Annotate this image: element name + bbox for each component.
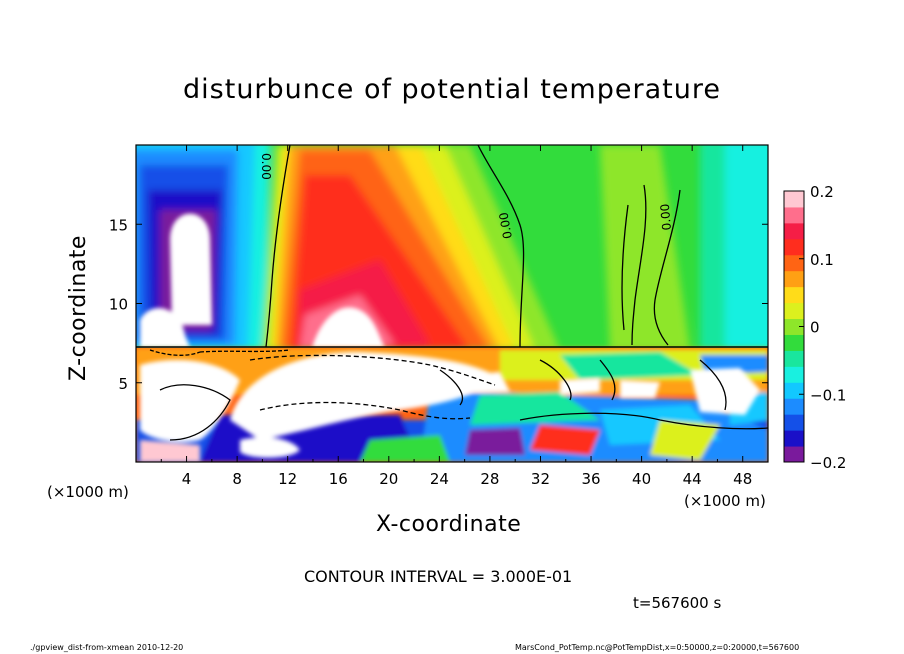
colorbar-swatch bbox=[784, 366, 804, 383]
contour-line bbox=[439, 369, 464, 406]
x-axis-label: X-coordinate bbox=[376, 512, 522, 537]
colorbar-swatch bbox=[784, 318, 804, 335]
x-tick-label: 44 bbox=[683, 470, 702, 488]
contour-line bbox=[477, 145, 525, 348]
colorbar-swatch bbox=[784, 430, 804, 447]
x-tick-label: 4 bbox=[182, 470, 192, 488]
x-axis-unit-right: (×1000 m) bbox=[684, 492, 766, 510]
footer-script-info: ./gpview_dist-from-xmean 2010-12-20 bbox=[30, 643, 184, 652]
contour-label: 0.00 bbox=[259, 153, 273, 180]
colorbar-tick-label: −0.1 bbox=[810, 386, 846, 404]
y-tick-label: 5 bbox=[118, 375, 128, 393]
contour-line bbox=[265, 145, 291, 348]
colorbar-tick-label: −0.2 bbox=[810, 454, 846, 472]
y-tick-label: 10 bbox=[109, 296, 128, 314]
y-axis-label: Z-coordinate bbox=[66, 235, 91, 381]
contour-line bbox=[539, 359, 572, 401]
colorbar: −0.2 −0.1 0 0.1 0.2 bbox=[783, 183, 846, 472]
contour-line bbox=[249, 354, 496, 386]
x-tick-label: 40 bbox=[632, 470, 651, 488]
contour-lines bbox=[149, 145, 768, 441]
x-tick-label: 28 bbox=[480, 470, 499, 488]
colorbar-swatch bbox=[784, 382, 804, 399]
x-tick-label: 8 bbox=[232, 470, 242, 488]
contour-label: 0.00 bbox=[658, 203, 674, 231]
x-tick-label: 48 bbox=[733, 470, 752, 488]
x-tick-label: 24 bbox=[430, 470, 449, 488]
x-axis: 4 8 12 16 20 24 28 32 36 40 44 48 bbox=[160, 145, 752, 488]
y-axis: 5 10 15 bbox=[109, 216, 768, 393]
colorbar-swatch bbox=[784, 270, 804, 288]
colorbar-swatch bbox=[784, 350, 804, 367]
colorbar-swatch bbox=[784, 238, 804, 256]
contour-line bbox=[699, 359, 727, 411]
colorbar-tick-label: 0.1 bbox=[810, 251, 834, 269]
x-tick-label: 36 bbox=[581, 470, 600, 488]
colorbar-swatch bbox=[784, 398, 804, 415]
y-tick-label: 15 bbox=[109, 216, 128, 234]
x-tick-label: 20 bbox=[379, 470, 398, 488]
chart-title: disturbunce of potential temperature bbox=[183, 74, 721, 105]
colorbar-swatch bbox=[784, 206, 804, 224]
colorbar-swatch bbox=[784, 414, 804, 431]
contour-line bbox=[519, 412, 768, 430]
x-tick-label: 16 bbox=[329, 470, 348, 488]
time-label: t=567600 s bbox=[633, 594, 722, 612]
contour-label: 0.00 bbox=[497, 211, 515, 240]
x-tick-label: 32 bbox=[531, 470, 550, 488]
contour-line bbox=[149, 349, 201, 356]
colorbar-tick-label: 0.2 bbox=[810, 183, 834, 201]
footer-data-source: MarsCond_PotTemp.nc@PotTempDist,x=0:5000… bbox=[515, 643, 800, 652]
colorbar-swatch bbox=[784, 286, 804, 304]
contour-line bbox=[259, 401, 471, 420]
colorbar-swatch bbox=[784, 191, 804, 208]
x-tick-label: 12 bbox=[278, 470, 297, 488]
contour-line bbox=[159, 384, 231, 441]
colorbar-swatch bbox=[784, 302, 804, 320]
x-axis-unit-left: (×1000 m) bbox=[47, 483, 129, 501]
colorbar-swatch bbox=[784, 446, 804, 463]
contour-line bbox=[199, 349, 291, 353]
colorbar-swatch bbox=[784, 254, 804, 272]
contour-line bbox=[621, 204, 629, 331]
colorbar-tick-label: 0 bbox=[810, 319, 820, 337]
contour-interval-text: CONTOUR INTERVAL = 3.000E-01 bbox=[304, 567, 573, 586]
contour-line bbox=[599, 359, 616, 401]
colorbar-swatch bbox=[784, 222, 804, 240]
colorbar-swatch bbox=[784, 334, 804, 351]
heatmap-field bbox=[136, 145, 768, 462]
contour-line bbox=[653, 189, 681, 346]
contour-line bbox=[631, 184, 647, 346]
